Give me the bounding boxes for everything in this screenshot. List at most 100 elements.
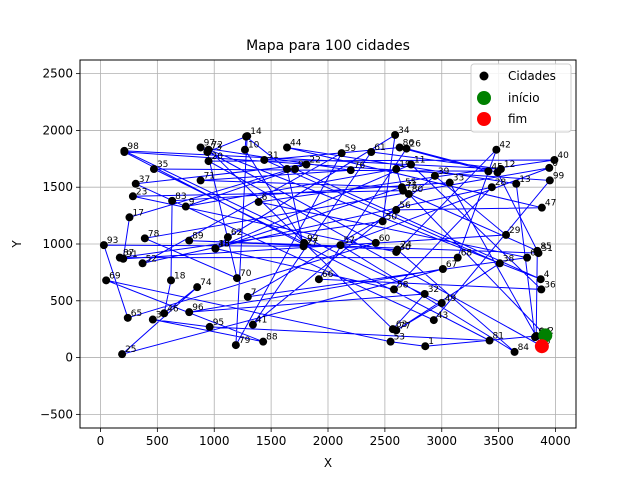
city-label-55: 55 [405, 178, 416, 188]
city-point-58 [389, 285, 398, 294]
city-point-18 [167, 276, 176, 285]
city-label-36: 36 [544, 280, 556, 290]
city-label-53: 53 [394, 333, 405, 343]
city-point-59 [337, 149, 346, 158]
legend-cidades-label: Cidades [508, 69, 556, 83]
city-label-66: 66 [322, 270, 334, 280]
city-label-88: 88 [266, 333, 278, 343]
city-point-10 [240, 145, 249, 154]
city-point-89 [185, 236, 194, 245]
city-point-44 [283, 143, 292, 152]
city-point-0 [545, 163, 554, 172]
city-label-34: 34 [398, 126, 410, 136]
city-label-76: 76 [354, 161, 366, 171]
city-point-53 [386, 337, 395, 346]
legend-fim-marker [477, 112, 491, 126]
city-point-95 [205, 322, 214, 331]
legend-inicio-marker [477, 91, 491, 105]
legend: Cidades início fim [470, 63, 572, 133]
city-label-61: 61 [374, 143, 385, 153]
city-points [99, 130, 559, 359]
city-point-3 [148, 315, 157, 324]
city-point-37 [131, 179, 140, 188]
city-point-36 [537, 285, 546, 294]
city-point-28 [487, 183, 496, 192]
city-point-64 [523, 253, 532, 262]
city-point-35 [149, 165, 158, 174]
city-point-94 [532, 332, 541, 340]
city-point-70 [232, 274, 241, 283]
city-point-52 [138, 259, 147, 268]
city-label-52: 52 [146, 254, 157, 264]
city-label-68: 68 [461, 249, 473, 259]
city-label-48: 48 [218, 240, 230, 250]
city-label-19: 19 [399, 160, 411, 170]
city-label-26: 26 [409, 140, 421, 150]
city-point-84 [510, 347, 519, 356]
x-tick-label: 2000 [313, 434, 344, 448]
city-label-0: 0 [552, 159, 558, 169]
city-label-27: 27 [307, 237, 318, 247]
city-label-5: 5 [545, 337, 551, 347]
city-label-33: 33 [453, 174, 464, 184]
city-label-22: 22 [309, 155, 320, 165]
city-label-7: 7 [251, 288, 257, 298]
city-label-81: 81 [493, 332, 504, 342]
legend-box [470, 63, 572, 133]
city-label-15: 15 [218, 240, 229, 250]
city-label-65: 65 [131, 309, 142, 319]
city-label-69: 69 [109, 271, 121, 281]
axis-ticks: 0 500 1000 1500 2000 2500 3000 3500 4000−5000500… [40, 67, 571, 448]
city-label-85: 85 [540, 242, 551, 252]
city-label-86: 86 [403, 138, 415, 148]
start-marker [538, 328, 553, 343]
city-point-42 [492, 145, 501, 154]
city-label-96: 96 [192, 303, 204, 313]
city-label-31: 31 [267, 151, 278, 161]
city-label-10: 10 [248, 141, 260, 151]
city-label-30: 30 [399, 243, 411, 253]
city-point-16 [242, 132, 251, 141]
city-label-51: 51 [541, 244, 552, 254]
city-label-20: 20 [212, 152, 224, 162]
city-point-90 [291, 165, 300, 174]
city-label-37: 37 [139, 175, 150, 185]
city-label-98: 98 [127, 142, 139, 152]
city-point-60 [371, 238, 380, 247]
city-point-25 [118, 350, 127, 359]
city-label-80: 80 [412, 185, 424, 195]
city-label-71: 71 [204, 171, 215, 181]
city-point-50 [378, 217, 387, 226]
city-label-64: 64 [530, 249, 542, 259]
city-label-18: 18 [174, 271, 186, 281]
city-point-79 [231, 341, 240, 350]
city-point-30 [392, 247, 401, 256]
city-point-9 [181, 202, 190, 211]
city-label-59: 59 [345, 144, 357, 154]
city-point-12 [496, 165, 505, 174]
city-label-83: 83 [175, 192, 186, 202]
city-label-49: 49 [445, 294, 457, 304]
city-point-88 [259, 337, 268, 346]
y-tick-label: 1500 [42, 180, 73, 194]
city-label-99: 99 [553, 171, 565, 181]
city-point-7 [243, 292, 252, 301]
y-tick-label: 0 [65, 351, 73, 365]
city-point-39 [430, 171, 439, 180]
city-label-39: 39 [438, 167, 450, 177]
city-point-67 [438, 264, 447, 273]
city-point-62 [223, 233, 232, 242]
city-label-60: 60 [379, 234, 391, 244]
city-label-92: 92 [307, 234, 318, 244]
city-label-67: 67 [446, 260, 457, 270]
city-point-22 [302, 160, 311, 169]
city-point-76 [346, 166, 355, 175]
city-point-29 [502, 230, 511, 239]
city-point-77 [392, 326, 401, 335]
city-point-47 [537, 203, 546, 212]
x-tick-label: 0 [97, 434, 105, 448]
city-label-77: 77 [399, 321, 410, 331]
city-point-43 [429, 316, 438, 325]
city-label-13: 13 [519, 175, 530, 185]
city-label-1: 1 [428, 337, 434, 347]
